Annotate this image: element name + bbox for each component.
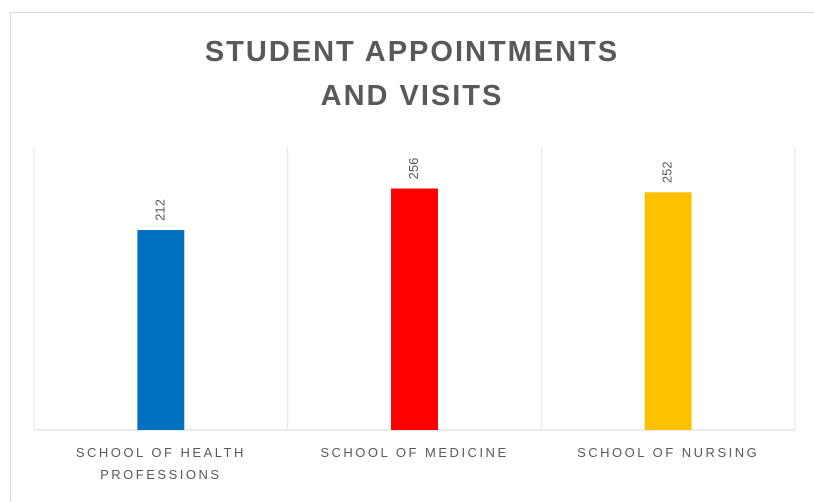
- x-tick-label: SCHOOL OF HEALTH PROFESSIONS: [75, 445, 246, 482]
- value-label: 252: [660, 161, 675, 183]
- bar: [137, 230, 185, 430]
- bar: [644, 192, 692, 430]
- value-label: 212: [152, 199, 167, 221]
- bar: [391, 188, 438, 430]
- value-label: 256: [406, 158, 421, 180]
- x-tick-label: SCHOOL OF MEDICINE: [320, 445, 509, 460]
- x-tick-label: SCHOOL OF NURSING: [577, 445, 760, 460]
- chart-title: STUDENT APPOINTMENTS AND VISITS: [204, 36, 620, 112]
- chart-card: [10, 12, 814, 502]
